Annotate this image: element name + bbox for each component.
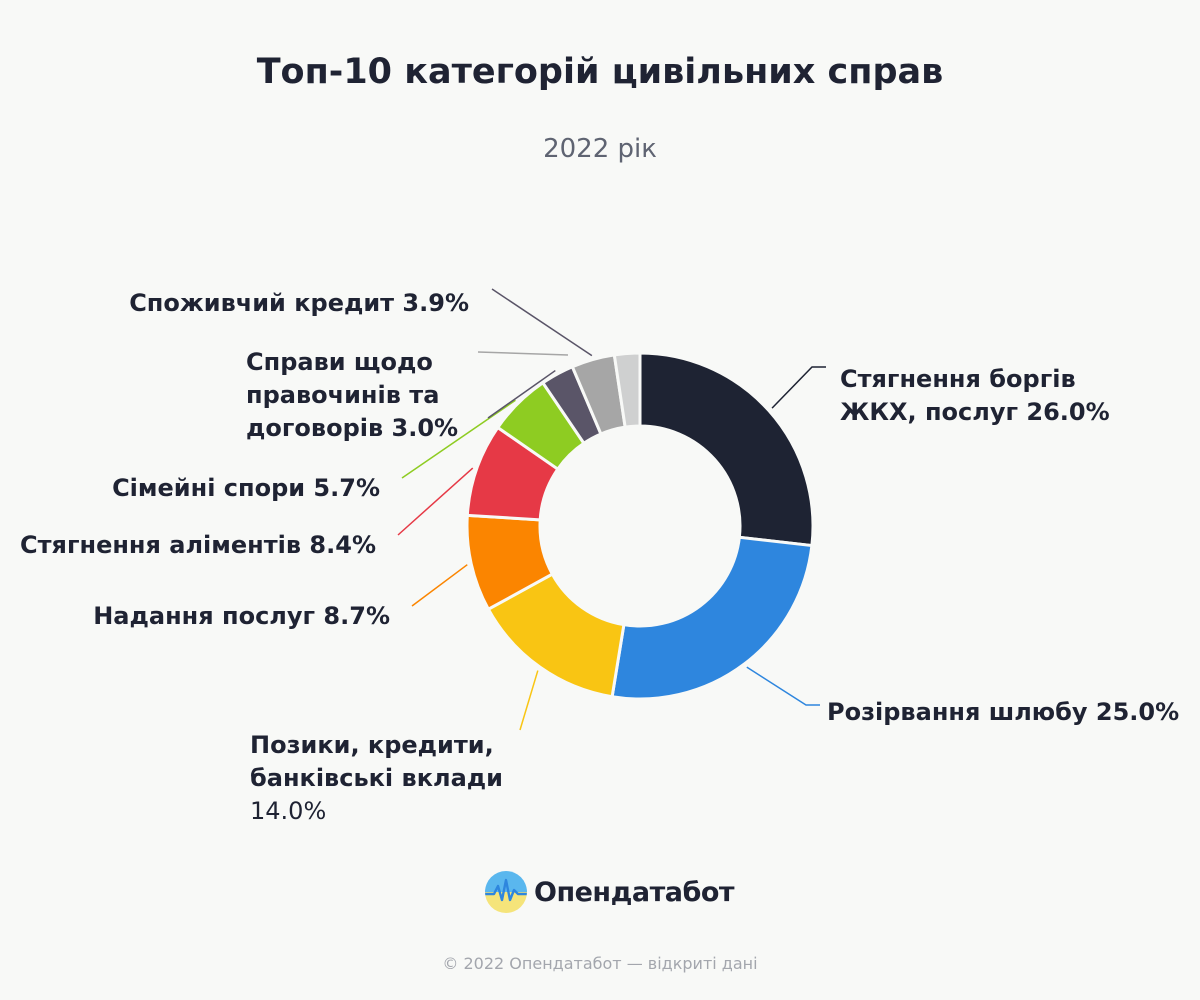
slice-label: Надання послуг 8.7%: [93, 602, 390, 630]
opendatabot-logo: Опендатабот: [484, 868, 735, 916]
slice-label: Споживчий кредит 3.9%: [129, 289, 469, 317]
label-connector: [487, 369, 556, 419]
donut-slice: [612, 351, 642, 429]
donut-slice: [610, 535, 814, 701]
footer-copyright: © 2022 Опендатабот — відкриті дані: [442, 954, 758, 973]
chart-subtitle: 2022 рік: [543, 134, 657, 164]
slice-value-label: 14.0%: [250, 797, 326, 825]
slice-label: Стягнення аліментів 8.4%: [20, 531, 376, 559]
slice-label: ЖКХ, послуг 26.0%: [840, 398, 1110, 426]
slice-label: Справи щодо: [246, 348, 433, 376]
label-connector: [746, 666, 820, 706]
label-connector: [477, 351, 569, 356]
slice-label: банківські вклади: [250, 764, 503, 792]
logo-text: Опендатабот: [534, 876, 735, 908]
slice-label: Стягнення боргів: [840, 365, 1076, 393]
slice-label: правочинів та: [246, 381, 439, 409]
slice-label: Позики, кредити,: [250, 731, 494, 759]
label-connector: [491, 288, 593, 357]
chart-title: Топ-10 категорій цивільних справ: [256, 52, 944, 92]
label-connector: [771, 366, 826, 409]
label-connector: [401, 399, 516, 479]
label-connector: [411, 564, 468, 607]
opendatabot-logo-icon: [485, 871, 527, 913]
slice-label: договорів 3.0%: [246, 414, 458, 442]
label-connector: [519, 670, 539, 731]
label-connector: [397, 467, 474, 536]
slice-label: Сімейні спори 5.7%: [112, 474, 380, 502]
slice-label: Розірвання шлюбу 25.0%: [827, 698, 1179, 726]
donut-slice: [638, 351, 815, 548]
